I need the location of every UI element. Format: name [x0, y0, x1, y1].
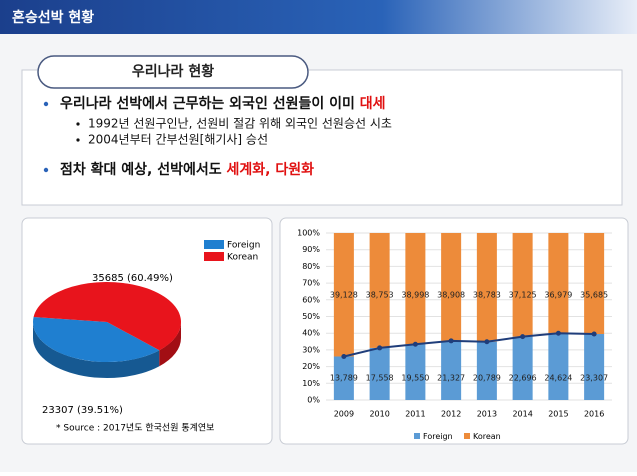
header-bar — [0, 0, 637, 34]
y-tick-label: 40% — [302, 329, 320, 338]
bar-value-label: 38,783 — [473, 291, 501, 300]
share-line — [343, 332, 595, 358]
bullet-dot — [43, 101, 49, 107]
sub-dot — [76, 122, 80, 126]
bar-segment — [405, 233, 426, 345]
bar-segment — [405, 344, 426, 400]
bullet-highlight: 대세 — [360, 96, 386, 112]
bar-segment — [369, 233, 390, 348]
sub-text: 2004년부터 간부선원[해기사] 승선 — [88, 133, 268, 147]
y-tick-label: 10% — [302, 379, 320, 388]
bar-segment — [333, 356, 354, 400]
bar-segment — [441, 340, 462, 400]
legend-swatch — [204, 252, 224, 261]
bar-segment — [333, 233, 354, 357]
bar-value-label: 38,753 — [366, 291, 394, 300]
bar-value-label: 37,125 — [509, 291, 537, 300]
x-tick-label: 2011 — [405, 410, 425, 419]
y-tick-label: 0% — [307, 396, 320, 405]
bar-value-label: 17,558 — [366, 374, 394, 383]
x-tick-label: 2013 — [477, 410, 497, 419]
bullet-main: 점차 확대 예상, 선박에서도 — [60, 161, 227, 178]
pie-slice — [33, 282, 182, 351]
x-tick-label: 2009 — [334, 410, 354, 419]
bar-segment — [584, 233, 605, 335]
x-tick-label: 2012 — [441, 410, 461, 419]
bar-segment — [369, 347, 390, 400]
y-tick-label: 90% — [302, 245, 320, 254]
x-tick-label: 2010 — [369, 410, 389, 419]
legend-swatch — [464, 433, 470, 439]
bullet-dot — [43, 167, 49, 173]
bar-value-label: 13,789 — [330, 374, 358, 383]
legend-label: Foreign — [227, 241, 260, 251]
section-title: 우리나라 현황 — [132, 63, 214, 80]
x-tick-label: 2014 — [512, 410, 532, 419]
sub-text: 1992년 선원구인난, 선원비 절감 위해 외국인 선원승선 시초 — [88, 117, 392, 131]
legend-label: Korean — [473, 432, 501, 441]
legend-label: Korean — [227, 253, 258, 263]
share-marker — [341, 353, 347, 359]
share-marker — [448, 338, 454, 344]
y-tick-label: 100% — [297, 229, 320, 238]
legend-swatch — [204, 240, 224, 249]
pie-label: 23307 (39.51%) — [42, 405, 123, 416]
pie-side — [159, 322, 181, 367]
bar-value-label: 21,327 — [437, 374, 465, 383]
bar-value-label: 20,789 — [473, 374, 501, 383]
bar-segment — [512, 336, 533, 400]
bar-value-label: 39,128 — [330, 291, 358, 300]
bar-value-label: 38,908 — [437, 291, 465, 300]
share-marker — [484, 339, 490, 345]
bar-segment — [584, 334, 605, 400]
bar-value-label: 19,550 — [401, 374, 429, 383]
share-marker — [555, 330, 561, 336]
bar-value-label: 24,624 — [544, 374, 572, 383]
y-tick-label: 50% — [302, 312, 320, 321]
sub-dot — [76, 138, 80, 142]
bullet-text: 우리나라 선박에서 근무하는 외국인 선원들이 이미 대세 — [60, 95, 386, 112]
bar-value-label: 38,998 — [401, 291, 429, 300]
share-marker — [520, 334, 526, 340]
y-tick-label: 20% — [302, 362, 320, 371]
source-note: * Source : 2017년도 한국선원 통계연보 — [56, 422, 214, 434]
section-pill — [37, 55, 309, 89]
y-tick-label: 30% — [302, 345, 320, 354]
bar-segment — [441, 233, 462, 341]
bar-value-label: 35,685 — [580, 291, 608, 300]
content-box — [21, 69, 623, 206]
bar-value-label: 23,307 — [580, 374, 608, 383]
share-marker — [412, 341, 418, 347]
share-marker — [377, 345, 383, 351]
legend-label: Foreign — [423, 432, 453, 441]
share-marker — [591, 331, 597, 337]
bar-value-label: 22,696 — [509, 374, 537, 383]
bar-segment — [548, 333, 569, 400]
bar-value-label: 36,979 — [544, 291, 572, 300]
bar-segment — [476, 341, 497, 400]
header-title: 혼승선박 현황 — [12, 9, 94, 26]
bullet-text: 점차 확대 예상, 선박에서도 세계화, 다원화 — [60, 161, 314, 178]
bar-segment — [476, 233, 497, 342]
bullet-highlight: 세계화, 다원화 — [227, 162, 315, 178]
pie-slice — [32, 316, 160, 362]
y-tick-label: 60% — [302, 295, 320, 304]
y-tick-label: 80% — [302, 262, 320, 271]
legend-swatch — [414, 433, 420, 439]
y-tick-label: 70% — [302, 279, 320, 288]
pie-side — [33, 322, 160, 379]
x-tick-label: 2016 — [584, 410, 604, 419]
bar-segment — [548, 233, 569, 334]
bullet-main: 우리나라 선박에서 근무하는 외국인 선원들이 이미 — [60, 95, 360, 112]
pie-label: 35685 (60.49%) — [92, 273, 173, 284]
x-tick-label: 2015 — [548, 410, 568, 419]
bar-segment — [512, 233, 533, 337]
